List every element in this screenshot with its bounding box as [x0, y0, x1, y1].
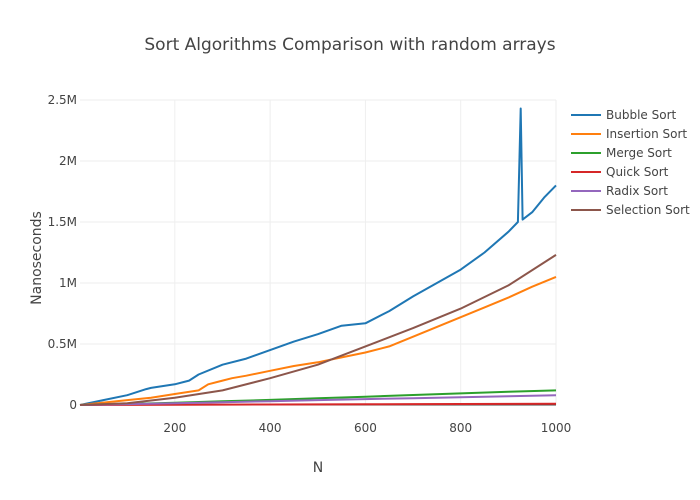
- legend-label: Merge Sort: [606, 146, 672, 160]
- legend-label: Selection Sort: [606, 203, 690, 217]
- series-line-bubble-sort: [79, 107, 557, 406]
- x-tick-label: 400: [259, 421, 282, 435]
- legend-label: Bubble Sort: [606, 108, 676, 122]
- legend-label: Radix Sort: [606, 184, 668, 198]
- y-axis-ticks: 0 0.5M 1M 1.5M 2M 2.5M: [48, 93, 77, 412]
- legend: Bubble Sort Insertion Sort Merge Sort Quick…: [571, 108, 690, 217]
- legend-label: Insertion Sort: [606, 127, 687, 141]
- x-axis-ticks: 200 400 600 800 1000: [163, 421, 571, 435]
- y-tick-label: 2M: [59, 154, 77, 168]
- y-tick-label: 1M: [59, 276, 77, 290]
- legend-label: Quick Sort: [606, 165, 669, 179]
- plot-area: [79, 107, 557, 406]
- series-line-radix-sort: [79, 394, 557, 406]
- y-tick-label: 2.5M: [48, 93, 77, 107]
- x-tick-label: 600: [354, 421, 377, 435]
- y-tick-label: 0.5M: [48, 337, 77, 351]
- x-tick-label: 1000: [541, 421, 572, 435]
- x-axis-title: N: [313, 460, 323, 476]
- chart-title: Sort Algorithms Comparison with random a…: [144, 35, 555, 55]
- series-line-quick-sort: [79, 402, 557, 406]
- y-axis-title: Nanoseconds: [29, 211, 45, 305]
- series-line-selection-sort: [79, 254, 557, 406]
- x-tick-label: 800: [449, 421, 472, 435]
- series-line-insertion-sort: [79, 275, 557, 406]
- x-tick-label: 200: [163, 421, 186, 435]
- y-tick-label: 0: [69, 398, 77, 412]
- y-tick-label: 1.5M: [48, 215, 77, 229]
- x-gridlines: [174, 100, 557, 405]
